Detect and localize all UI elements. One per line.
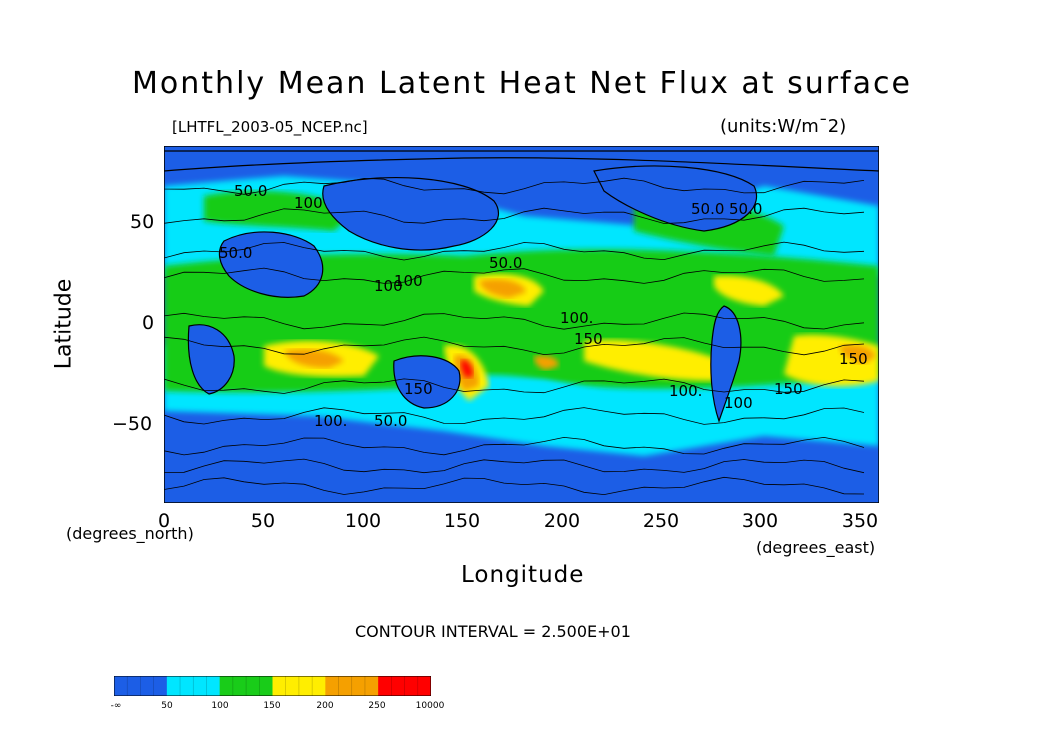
contour-line: [164, 267, 865, 284]
flux-field: [164, 176, 879, 456]
x-tick-label: 350: [841, 510, 879, 532]
contour-line: [164, 378, 865, 394]
contour-line: [164, 177, 865, 195]
colorbar: [114, 676, 431, 696]
contour-label: 50.0: [729, 200, 762, 218]
land-mass: [218, 231, 324, 298]
contour-label: 150: [839, 350, 868, 368]
contour-line: [164, 476, 865, 496]
contour-line: [164, 407, 865, 425]
contour-label: 50.0: [489, 254, 522, 272]
contour-label: 100.: [669, 382, 702, 400]
x-axis-label: Longitude: [461, 562, 585, 588]
colorbar-segment: [378, 676, 431, 696]
contour-line: [164, 207, 865, 224]
colorbar-label: 150: [263, 701, 281, 711]
contour-label: 100.: [314, 412, 347, 430]
x-tick-label: 200: [543, 510, 581, 532]
y-tick-label: 0: [142, 312, 155, 334]
colorbar-segment: [166, 676, 221, 696]
colorbar-segment: [219, 676, 273, 696]
colorbar-label: 250: [368, 701, 386, 711]
colorbar-label: 50: [161, 701, 173, 711]
x-tick-label: 150: [443, 510, 481, 532]
y-tick-label: 50: [130, 211, 155, 233]
land-mass: [710, 305, 742, 423]
contour-line: [164, 458, 865, 474]
contour-line: [164, 312, 865, 330]
contour-label: 50.0: [691, 200, 724, 218]
x-tick-label: 0: [157, 510, 171, 532]
contour-label: 100: [374, 277, 403, 295]
flux-region: [534, 355, 559, 370]
contour-line: [164, 241, 865, 261]
contour-label: 50.0: [374, 412, 407, 430]
flux-region: [714, 275, 784, 306]
contour-label: 50.0: [219, 244, 252, 262]
x-tick-label: 250: [642, 510, 680, 532]
contour-label: 50.0: [234, 182, 267, 200]
colorbar-segment: [325, 676, 379, 696]
contour-label: 150: [404, 380, 433, 398]
colorbar-label: 200: [316, 701, 334, 711]
contour-lines: [164, 177, 865, 496]
x-tick-label: 50: [250, 510, 276, 532]
x-unit-label: (degrees_east): [756, 538, 876, 557]
colorbar-segment: [272, 676, 326, 696]
flux-region: [584, 339, 724, 381]
y-unit-label: (degrees_north): [66, 524, 194, 543]
flux-region: [839, 344, 876, 364]
contour-line: [164, 336, 865, 356]
land-mass: [593, 165, 758, 232]
flux-map: 50.0 100 50.0 100 50.0 100 100. 150 150 100. 50.0 1…: [164, 146, 879, 503]
file-label: [LHTFL_2003-05_NCEP.nc]: [172, 118, 368, 136]
land-mass: [322, 176, 500, 251]
colorbar-segment: [114, 676, 168, 696]
contour-label: 100: [294, 194, 323, 212]
contour-label: 150: [574, 330, 603, 348]
flux-region: [460, 359, 473, 378]
land-mass: [187, 324, 235, 395]
contour-label: 150: [774, 380, 803, 398]
contour-interval-label: CONTOUR INTERVAL = 2.500E+01: [355, 622, 631, 641]
y-axis-label: Latitude: [51, 278, 77, 370]
contour-label: 100.: [560, 309, 593, 327]
contour-labels: 50.0 100 50.0 100 50.0 100 100. 150 150 100. 50.0 1…: [219, 182, 868, 430]
flux-region: [464, 375, 634, 436]
colorbar-label: 10000: [415, 701, 445, 711]
flux-region: [479, 279, 526, 298]
colorbar-label: 100: [211, 701, 229, 711]
land-mass: [164, 150, 879, 172]
contour-line: [164, 436, 865, 456]
units-label: (units:W/m¯2): [720, 116, 847, 137]
chart-title: Monthly Mean Latent Heat Net Flux at sur…: [132, 66, 912, 101]
contour-label: 100: [394, 272, 423, 290]
y-tick-label: −50: [112, 413, 153, 435]
contour-label: 100: [724, 394, 753, 412]
x-tick-label: 300: [741, 510, 779, 532]
flux-region: [204, 191, 354, 231]
colorbar-label: -∞: [110, 701, 122, 711]
x-tick-label: 100: [344, 510, 382, 532]
